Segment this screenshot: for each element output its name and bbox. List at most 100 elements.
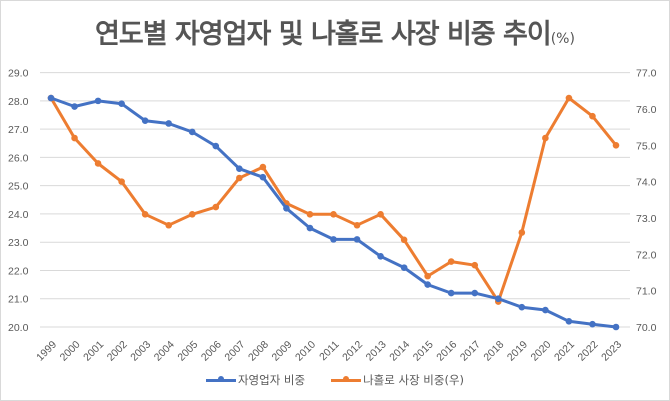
data-point <box>447 289 455 297</box>
chart-title-unit: (%) <box>550 31 575 47</box>
data-point <box>424 281 431 288</box>
x-axis-tick: 2000 <box>58 339 83 364</box>
data-point <box>236 174 243 182</box>
data-point <box>330 236 337 243</box>
legend-item-solo-owner: 나홀로 사장 비중(우) <box>331 372 464 388</box>
series-line <box>49 96 618 304</box>
x-axis-tick: 2009 <box>270 339 295 364</box>
data-point <box>118 100 125 107</box>
x-axis: 1999200020012002200320042005200620072008… <box>34 339 624 364</box>
data-point <box>118 178 125 185</box>
data-point <box>589 320 596 328</box>
x-axis-tick: 2001 <box>81 339 106 364</box>
legend-label: 나홀로 사장 비중(우) <box>363 373 465 387</box>
data-point <box>94 160 102 167</box>
data-point <box>165 221 173 229</box>
chart-title: 연도별 자영업자 및 나홀로 사장 비중 추이(%) <box>0 12 670 51</box>
data-point <box>400 236 408 244</box>
right-axis-tick: 75.0 <box>636 140 657 152</box>
data-point <box>518 229 526 236</box>
right-axis-tick: 77.0 <box>636 68 657 80</box>
left-axis-tick: 28.0 <box>8 96 29 108</box>
data-point <box>71 134 78 142</box>
x-axis-tick: 2007 <box>222 339 247 364</box>
data-point <box>212 203 220 211</box>
right-axis-tick: 70.0 <box>636 322 657 334</box>
x-axis-tick: 2014 <box>387 339 412 364</box>
data-point <box>188 128 196 136</box>
data-point <box>306 211 314 218</box>
data-point <box>518 303 526 311</box>
left-y-axis: 29.0 28.0 27.0 26.0 25.0 24.0 23.0 22.0 21.0 20.0 <box>8 68 29 334</box>
right-axis-tick: 72.0 <box>636 249 657 261</box>
right-axis-tick: 73.0 <box>636 213 657 225</box>
data-point <box>447 258 455 265</box>
legend-item-self-employed: 자영업자 비중 <box>205 372 305 388</box>
data-point <box>283 204 290 212</box>
data-point <box>306 224 314 232</box>
data-point <box>188 211 196 218</box>
data-point <box>377 211 384 218</box>
x-axis-tick: 2013 <box>364 339 389 364</box>
data-point <box>165 120 173 127</box>
data-point <box>565 318 573 325</box>
data-point <box>424 272 431 280</box>
x-axis-tick: 2022 <box>576 339 601 364</box>
right-axis-tick: 74.0 <box>636 177 657 189</box>
left-axis-tick: 23.0 <box>8 237 29 249</box>
x-axis-tick: 2015 <box>411 339 436 364</box>
data-point <box>542 134 549 142</box>
series-self-employed <box>47 94 620 331</box>
data-point <box>94 97 102 105</box>
left-axis-tick: 20.0 <box>8 322 29 334</box>
data-point <box>471 289 479 297</box>
data-point <box>612 323 620 331</box>
x-axis-tick: 2020 <box>528 339 553 364</box>
data-point <box>589 112 596 120</box>
data-point <box>212 142 220 150</box>
x-axis-tick: 2003 <box>128 339 153 364</box>
data-point <box>259 163 267 171</box>
x-axis-tick: 2021 <box>552 339 577 364</box>
series-solo-owner <box>47 94 620 305</box>
left-axis-tick: 27.0 <box>8 124 29 136</box>
data-point <box>330 211 337 218</box>
data-point <box>565 94 573 102</box>
series-lines <box>47 94 620 331</box>
x-axis-tick: 2023 <box>599 339 624 364</box>
x-axis-tick: 1999 <box>34 339 59 364</box>
data-point <box>141 117 149 124</box>
data-point <box>542 306 549 314</box>
right-axis-tick: 76.0 <box>636 104 657 116</box>
legend-marker-icon <box>205 376 236 382</box>
chart-title-main: 연도별 자영업자 및 나홀로 사장 비중 추이 <box>95 19 552 50</box>
data-point <box>353 221 361 229</box>
x-axis-tick: 2002 <box>105 339 130 364</box>
data-point <box>236 165 243 173</box>
legend: 자영업자 비중 나홀로 사장 비중(우) <box>0 372 670 388</box>
left-axis-tick: 29.0 <box>8 68 29 80</box>
data-point <box>400 264 408 271</box>
x-axis-tick: 2018 <box>481 339 506 364</box>
x-axis-tick: 2004 <box>152 339 177 364</box>
data-point <box>71 103 78 110</box>
left-axis-tick: 26.0 <box>8 152 29 164</box>
x-axis-tick: 2010 <box>293 339 318 364</box>
x-axis-tick: 2011 <box>317 339 342 364</box>
left-axis-tick: 21.0 <box>8 294 29 306</box>
x-axis-tick: 2006 <box>199 339 224 364</box>
data-point <box>259 173 267 181</box>
data-point <box>494 295 502 303</box>
left-axis-tick: 24.0 <box>8 209 29 221</box>
x-axis-tick: 2008 <box>246 339 271 364</box>
x-axis-tick: 2012 <box>340 339 365 364</box>
data-point <box>471 261 479 269</box>
x-axis-tick: 2016 <box>434 339 459 364</box>
left-axis-tick: 22.0 <box>8 265 29 277</box>
legend-marker-icon <box>331 376 362 382</box>
data-point <box>47 94 55 102</box>
left-axis-tick: 25.0 <box>8 181 29 193</box>
data-point <box>353 236 361 243</box>
